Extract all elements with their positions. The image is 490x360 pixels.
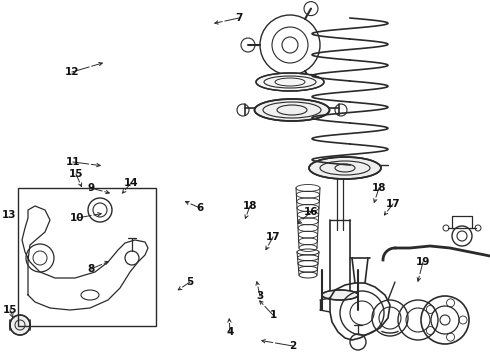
Bar [18,188,156,326]
Text: 18: 18 [372,183,386,193]
Text: 10: 10 [70,213,84,223]
Text: 9: 9 [87,183,95,193]
Text: 3: 3 [256,291,264,301]
Circle shape [10,315,30,335]
Text: 1: 1 [270,310,277,320]
Text: 16: 16 [304,207,318,217]
Text: 17: 17 [386,199,400,209]
Ellipse shape [309,157,381,179]
Text: 8: 8 [87,264,95,274]
Text: 7: 7 [235,13,243,23]
Ellipse shape [256,73,324,91]
Text: 12: 12 [65,67,79,77]
Text: 6: 6 [196,203,204,213]
Text: 17: 17 [266,232,280,242]
Ellipse shape [254,99,329,121]
Text: 19: 19 [416,257,430,267]
Text: 11: 11 [66,157,80,167]
Text: 13: 13 [2,210,16,220]
Text: 15: 15 [3,305,17,315]
Text: 4: 4 [226,327,234,337]
Text: 15: 15 [69,169,83,179]
Text: 14: 14 [123,178,138,188]
Text: 2: 2 [290,341,296,351]
Ellipse shape [322,290,358,300]
Text: 5: 5 [186,277,194,287]
Text: 18: 18 [243,201,257,211]
